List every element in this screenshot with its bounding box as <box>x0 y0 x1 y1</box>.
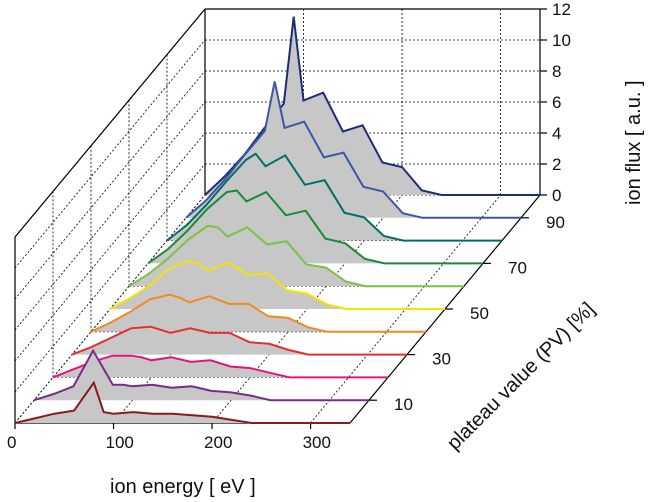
series-line <box>90 293 426 333</box>
left-wall-grid-line <box>14 39 206 269</box>
series-line <box>109 259 445 310</box>
series-line <box>166 152 502 242</box>
tick-labels: 0 100 200 300 10 30 50 70 90 0 2 4 6 8 10 12 <box>7 0 571 452</box>
series-pl-100 <box>14 380 350 424</box>
series-pl-70 <box>71 325 407 356</box>
z-tick-label: 10 <box>552 31 571 50</box>
box-edge <box>14 8 206 238</box>
z-tick-label: 12 <box>552 0 571 19</box>
series-group <box>14 16 540 424</box>
series-pl-90 <box>33 348 369 402</box>
y-axis-title: plateau value (PV) [%] <box>443 298 599 454</box>
z-tick-label: 8 <box>552 62 561 81</box>
series-line <box>204 16 540 196</box>
left-wall-grid-line <box>14 101 206 331</box>
y-tick-label: 30 <box>432 350 451 369</box>
series-line <box>33 348 369 402</box>
series-fill <box>91 294 426 332</box>
left-wall-grid-line <box>14 70 206 300</box>
series-line <box>147 189 483 265</box>
y-tick-label: 50 <box>470 304 489 323</box>
left-wall-grid-line <box>14 163 206 393</box>
y-tick-label: 10 <box>394 395 413 414</box>
series-pl-80 <box>52 354 388 379</box>
z-tick-label: 6 <box>552 93 561 112</box>
series-line <box>52 354 388 379</box>
series-fill <box>34 350 369 401</box>
z-axis-title: ion flux [ a.u. ] <box>623 80 645 205</box>
series-fill <box>110 260 445 309</box>
z-tick-label: 4 <box>552 124 561 143</box>
z-tick-label: 0 <box>552 186 561 205</box>
series-pl-60 <box>90 293 426 333</box>
left-wall-grid-line <box>14 132 206 362</box>
series-line <box>14 380 350 424</box>
x-tick-label: 0 <box>7 433 16 452</box>
series-fill <box>72 326 407 355</box>
x-tick-label: 300 <box>303 433 331 452</box>
series-line <box>185 81 521 219</box>
x-tick-label: 200 <box>204 433 232 452</box>
z-tick-label: 2 <box>552 155 561 174</box>
x-axis-title: ion energy [ eV ] <box>110 476 256 498</box>
series-line <box>128 224 464 288</box>
y-tick-label: 70 <box>508 258 527 277</box>
series-pl-50 <box>109 259 445 310</box>
series-fill <box>53 355 388 378</box>
series-line <box>71 325 407 356</box>
y-tick-label: 90 <box>546 213 565 232</box>
x-tick-label: 100 <box>106 433 134 452</box>
series-fill <box>15 382 350 423</box>
